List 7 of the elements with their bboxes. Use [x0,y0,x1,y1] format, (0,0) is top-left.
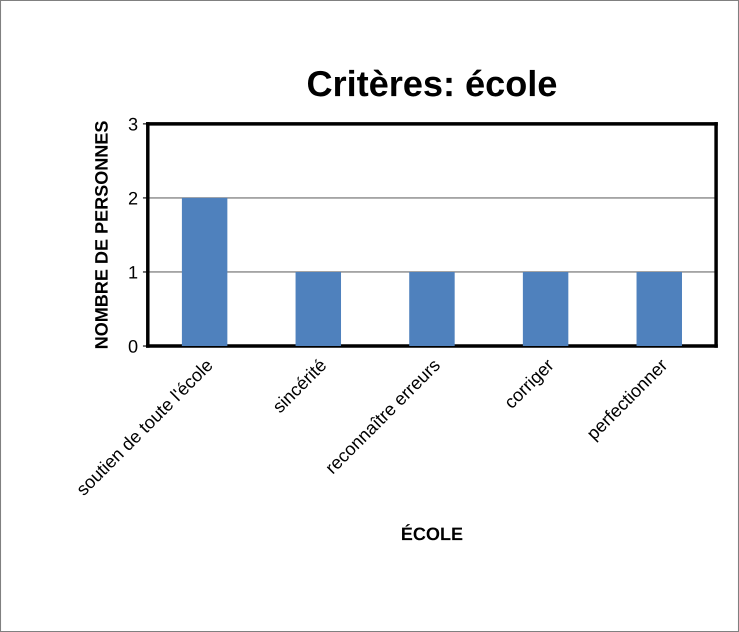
x-axis-title: ÉCOLE [402,524,462,540]
y-tick-label: 0 [128,340,138,353]
chart-title: Critères: école [308,70,556,96]
y-tick-label: 3 [128,118,138,131]
y-tick-label: 1 [129,266,138,279]
y-tick-label: 2 [128,192,138,204]
y-axis-title: NOMBRE DE PERSONNES [95,121,108,348]
